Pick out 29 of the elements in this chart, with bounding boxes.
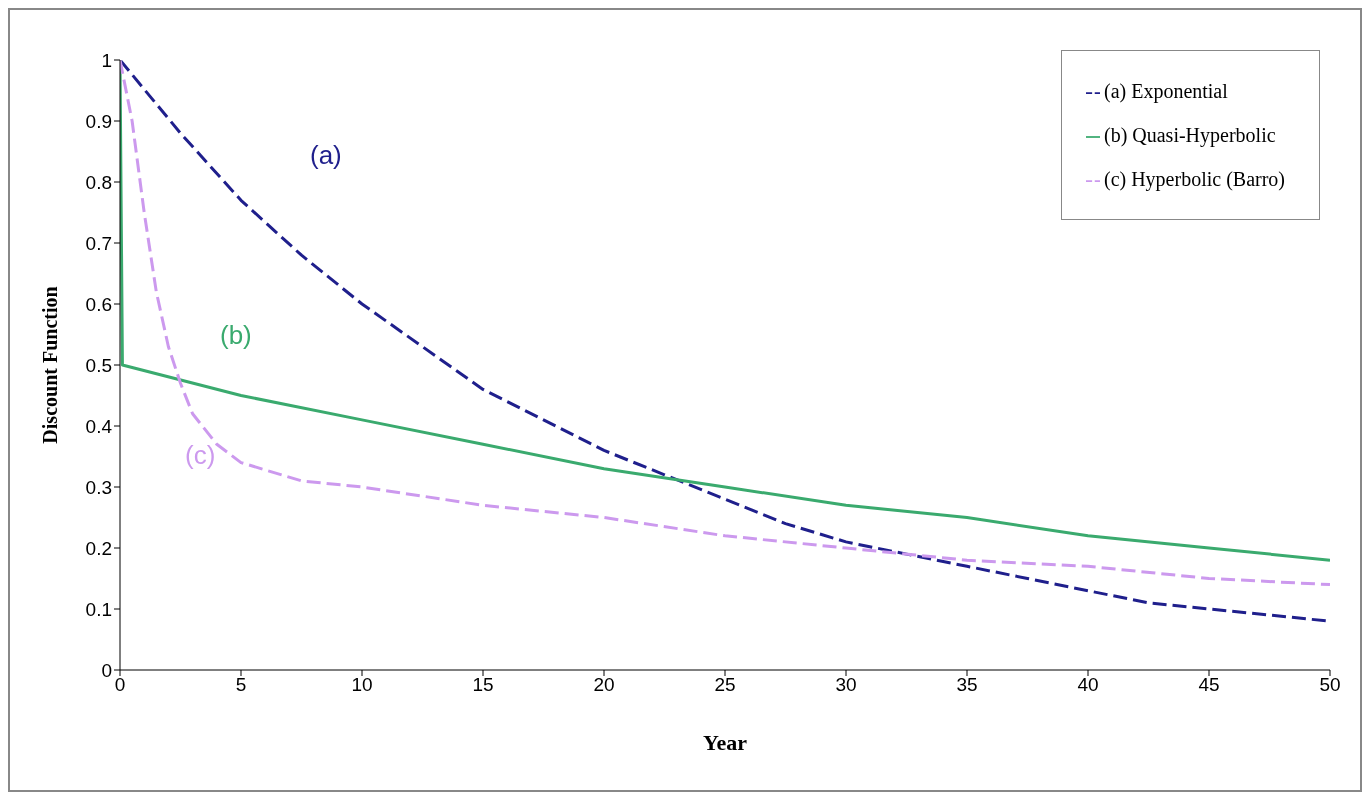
x-tick-label: 15 xyxy=(472,674,494,696)
y-tick-label: 0.2 xyxy=(85,537,112,559)
x-tick-label: 35 xyxy=(956,674,978,696)
x-tick-label: 10 xyxy=(351,674,373,696)
y-tick-label: 1 xyxy=(101,49,112,71)
legend-label: (a) Exponential xyxy=(1103,80,1228,102)
x-axis-title: Year xyxy=(703,730,748,755)
annotation: (c) xyxy=(185,440,216,471)
legend-label: (b) Quasi-Hyperbolic xyxy=(1103,124,1276,146)
y-tick-label: 0.7 xyxy=(85,232,112,254)
y-tick-label: 0.6 xyxy=(85,293,112,315)
y-tick-label: 0.9 xyxy=(85,110,112,132)
x-tick-label: 20 xyxy=(593,674,615,696)
annotation: (b) xyxy=(220,320,252,351)
x-tick-label: 40 xyxy=(1077,674,1099,696)
x-tick-label: 30 xyxy=(835,674,857,696)
y-tick-label: 0.5 xyxy=(85,354,112,376)
x-tick-label: 50 xyxy=(1319,674,1341,696)
y-axis-title: Discount Function xyxy=(39,286,62,444)
y-tick-label: 0.4 xyxy=(85,415,113,437)
y-tick-label: 0.1 xyxy=(85,598,112,620)
x-tick-label: 45 xyxy=(1198,674,1220,696)
y-tick-label: 0.8 xyxy=(85,171,112,193)
legend-label: (c) Hyperbolic (Barro) xyxy=(1103,168,1285,190)
x-tick-label: 25 xyxy=(714,674,736,696)
annotation: (a) xyxy=(310,140,342,171)
x-tick-label: 5 xyxy=(235,674,247,696)
y-tick-label: 0.3 xyxy=(85,476,112,498)
y-tick-label: 0 xyxy=(101,659,112,681)
